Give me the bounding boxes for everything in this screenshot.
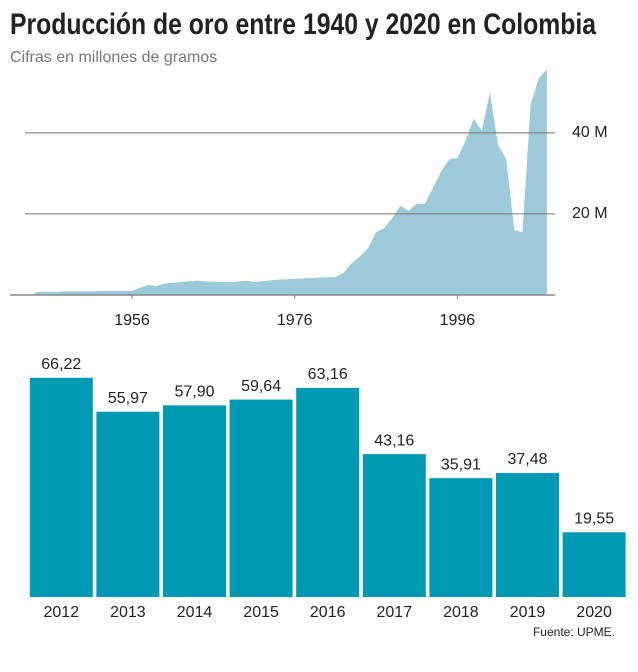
value-label: 37,48 [507,451,547,468]
x-tick-label: 1996 [440,312,476,329]
bar [229,399,293,597]
value-label: 35,91 [441,456,481,473]
bar [562,532,626,597]
value-label: 19,55 [574,511,614,528]
bar [496,472,559,597]
y-tick-label: 40 M [572,124,608,141]
x-tick-label: 2019 [510,604,546,621]
source: Fuente: UPME. [533,625,615,639]
chart-subtitle: Cifras en millones de gramos [10,49,217,66]
bar [96,411,160,597]
y-tick-label: 20 M [572,205,608,222]
x-tick-label: 2014 [177,604,213,621]
value-label: 59,64 [241,378,281,395]
bar [362,454,426,597]
value-label: 63,16 [308,366,348,383]
x-tick-label: 2020 [576,604,612,621]
value-label: 57,90 [174,384,214,401]
value-label: 43,16 [374,432,414,449]
chart-title: Producción de oro entre 1940 y 2020 en C… [10,8,596,41]
x-tick-label: 2016 [310,604,346,621]
x-tick-label: 1976 [277,312,313,329]
bar [163,405,226,597]
bar [429,478,493,597]
x-tick-label: 2013 [110,604,146,621]
bar [29,377,93,597]
x-tick-label: 2017 [377,604,413,621]
x-tick-label: 2012 [44,604,80,621]
x-tick-label: 2015 [243,604,279,621]
area [34,69,547,295]
value-label: 55,97 [108,390,148,407]
x-tick-label: 2018 [443,604,479,621]
bar [296,387,360,597]
x-tick-label: 1956 [114,312,150,329]
value-label: 66,22 [41,356,81,373]
